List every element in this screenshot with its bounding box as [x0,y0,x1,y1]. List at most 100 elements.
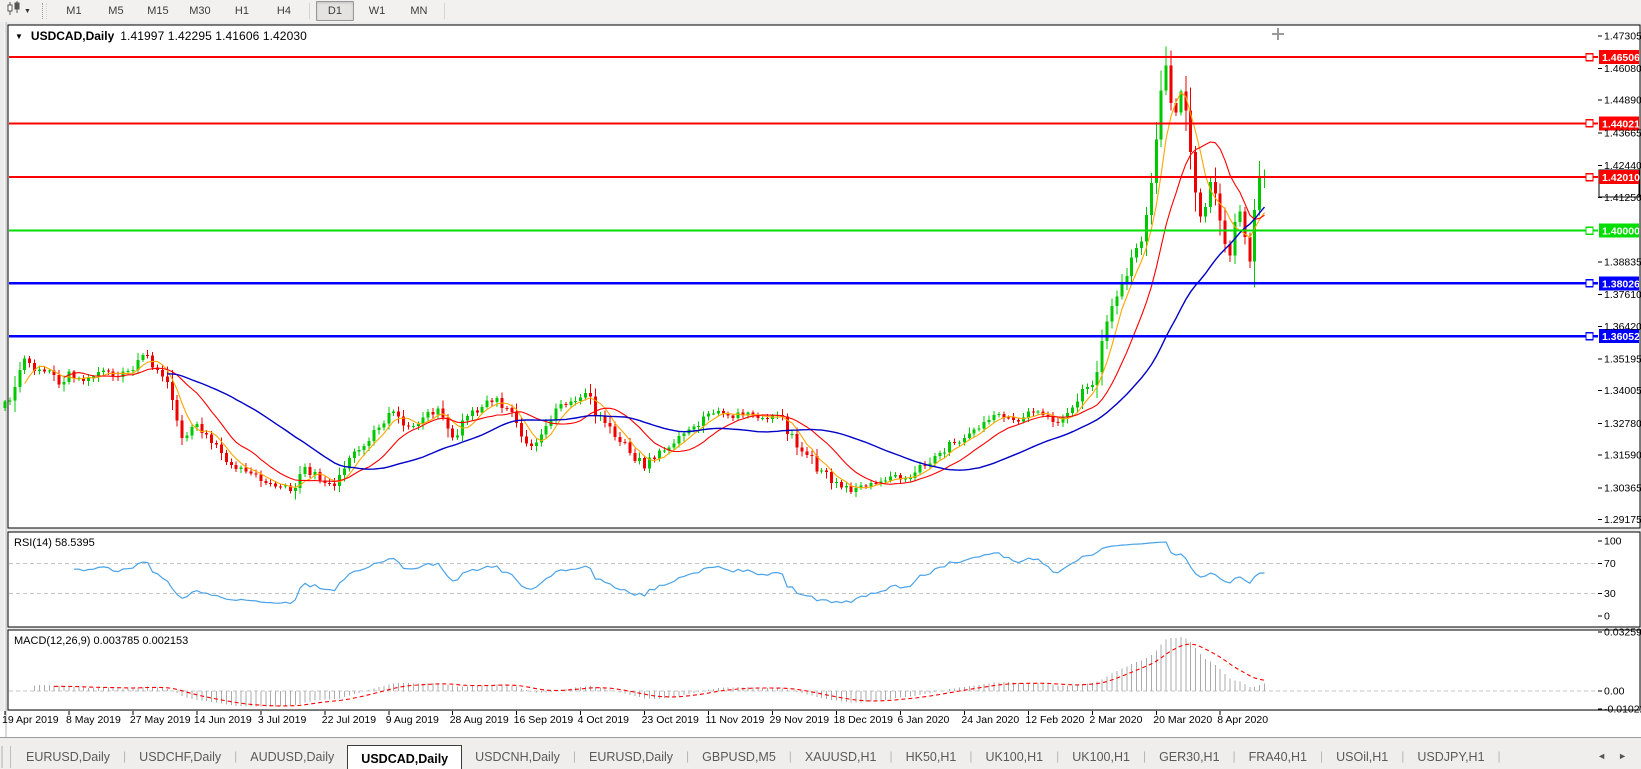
chart-type-button[interactable]: ▼ [3,0,34,22]
chart-tab[interactable]: EURUSD,Daily [26,749,111,764]
chart-window: ▼ USDCAD,Daily 1.41997 1.42295 1.41606 1… [0,22,1641,737]
line-handle[interactable] [1585,331,1594,341]
price-tick-label: 1.43665 [1604,127,1641,139]
date-axis[interactable]: 19 Apr 2019 8 May 2019 27 May 2019 14 Jun 2… [2,711,1268,726]
chart-tab[interactable]: AUDUSD,Daily [250,749,335,764]
tabs-scroll-left-icon[interactable]: ◄ [1597,751,1607,761]
timeframe-button-m30[interactable]: M30 [189,5,211,17]
date-tick-label: 6 Jan 2020 [897,714,949,726]
macd-signal-line [54,643,1265,707]
toolbar-grip[interactable] [41,3,47,19]
price-tick-label: 1.36420 [1604,321,1641,333]
price-tick-label: 1.37610 [1604,289,1641,301]
timeframe-button-m5[interactable]: M5 [108,5,124,17]
macd-tick-label: -0.010227 [1604,704,1641,716]
date-tick-label: 14 Jun 2019 [194,714,252,726]
chart-title: ▼ USDCAD,Daily 1.41997 1.42295 1.41606 1… [15,29,307,43]
timeframe-button-w1[interactable]: W1 [368,5,386,17]
timeframe-button-d1[interactable]: D1 [315,1,354,21]
chart-tab[interactable]: USOil,H1 [1336,749,1389,764]
tab-separator: | [969,749,973,763]
timeframe-button-h1[interactable]: H1 [234,5,249,17]
tab-separator: | [1142,749,1147,763]
symbol-dropdown-caret-icon[interactable]: ▼ [15,31,23,41]
rsi-tick-label: 0 [1604,611,1610,623]
chevron-down-icon: ▼ [24,7,31,15]
chart-tab[interactable]: HK50,H1 [905,749,957,764]
timeframe-button-m15[interactable]: M15 [147,5,169,17]
date-tick-label: 24 Jan 2020 [961,714,1019,726]
price-tick-label: 1.35195 [1604,353,1641,365]
price-tick-label: 1.38835 [1604,256,1641,268]
price-tick-label: 1.47305 [1604,30,1641,42]
date-tick-label: 28 Aug 2019 [450,714,509,726]
chart-tab[interactable]: EURUSD,Daily [588,749,674,764]
chart-tab[interactable]: GBPUSD,M5 [702,749,776,764]
price-tick-label: 1.34005 [1604,385,1641,397]
date-tick-label: 11 Nov 2019 [706,714,765,726]
chart-tab[interactable]: GER30,H1 [1159,749,1220,764]
chart-tab[interactable]: USDJPY,H1 [1417,749,1485,764]
price-tick-label: 1.30365 [1604,482,1641,494]
timeframe-button-h4[interactable]: H4 [276,5,291,17]
svg-text:1.40000: 1.40000 [1602,226,1640,238]
price-level-badge [1599,329,1639,344]
macd-tick-label: 0.032595 [1604,627,1641,639]
line-handle[interactable] [1585,279,1594,288]
price-level-badge [1599,223,1639,238]
ma-mid-line [63,141,1265,485]
chart-tab[interactable]: USDCHF,Daily [139,749,222,764]
timeframe-toolbar: ▼ M1 M5 M15 M30 H1 H4 D1 W1 MN [0,0,1641,23]
chart-tab[interactable]: XAUUSD,H1 [804,749,877,764]
macd-label: MACD(12,26,9) 0.003785 0.002153 [14,635,188,647]
svg-text:1.36052: 1.36052 [1602,331,1640,343]
chart-tabbar: EURUSD,Daily | USDCHF,Daily | AUDUSD,Daily US… [0,737,1641,769]
line-handle[interactable] [1585,172,1594,182]
price-tick-label: 1.44890 [1604,95,1641,107]
line-handle[interactable] [1585,52,1594,62]
chart-tab[interactable]: FRA40,H1 [1248,749,1308,764]
date-tick-label: 3 Jul 2019 [258,714,307,726]
price-tick-label: 1.46080 [1604,63,1641,75]
date-tick-label: 8 May 2019 [66,714,121,726]
price-level-badge [1599,50,1639,65]
tab-separator: | [234,749,238,763]
ma-slow-line [167,206,1266,471]
date-tick-label: 16 Sep 2019 [514,714,574,726]
chart-tab[interactable]: USDCNH,Daily [475,749,560,764]
price-level-badge [1599,276,1639,291]
chart-ohlc-values: 1.41997 1.42295 1.41606 1.42030 [120,29,307,43]
timeframe-button-m1[interactable]: M1 [66,5,82,17]
tabbar-grip [1,746,11,768]
tab-separator: | [1320,749,1324,763]
chart-canvas[interactable]: 1.46506 1.44021 1.42010 1.40000 1.38026 1.360… [0,22,1641,737]
tabs-scroll-right-icon[interactable]: ► [1618,751,1627,761]
price-level-badge [1599,170,1639,185]
macd-tick-label: 0.00 [1604,686,1625,698]
price-tick-label: 1.29175 [1604,514,1641,526]
price-tick-label: 1.42440 [1604,160,1641,172]
chart-tab-active[interactable]: USDCAD,Daily [347,745,463,769]
chart-symbol-label: USDCAD,Daily [30,29,115,43]
rsi-tick-label: 30 [1604,588,1616,600]
date-tick-label: 27 May 2019 [130,714,191,726]
date-tick-label: 22 Jul 2019 [322,714,376,726]
tab-separator: | [788,749,792,763]
tab-separator: | [1056,749,1060,763]
tab-separator: | [1401,749,1405,763]
toolbar-divider [443,3,445,19]
line-handle[interactable] [1585,119,1594,128]
tab-separator: | [572,749,576,763]
ma-fast-line [24,91,1265,489]
date-tick-label: 8 Apr 2020 [1217,714,1268,726]
line-handle[interactable] [1585,226,1594,235]
date-tick-label: 23 Oct 2019 [642,714,699,726]
chart-tab[interactable]: UK100,H1 [1072,749,1130,764]
toolbar-divider [308,3,310,19]
chart-tab[interactable]: UK100,H1 [985,749,1044,764]
date-tick-label: 4 Oct 2019 [578,714,630,726]
tab-separator: | [1497,749,1501,763]
date-tick-label: 18 Dec 2019 [833,714,893,726]
timeframe-button-mn[interactable]: MN [410,5,428,17]
date-tick-label: 19 Apr 2019 [2,714,59,726]
